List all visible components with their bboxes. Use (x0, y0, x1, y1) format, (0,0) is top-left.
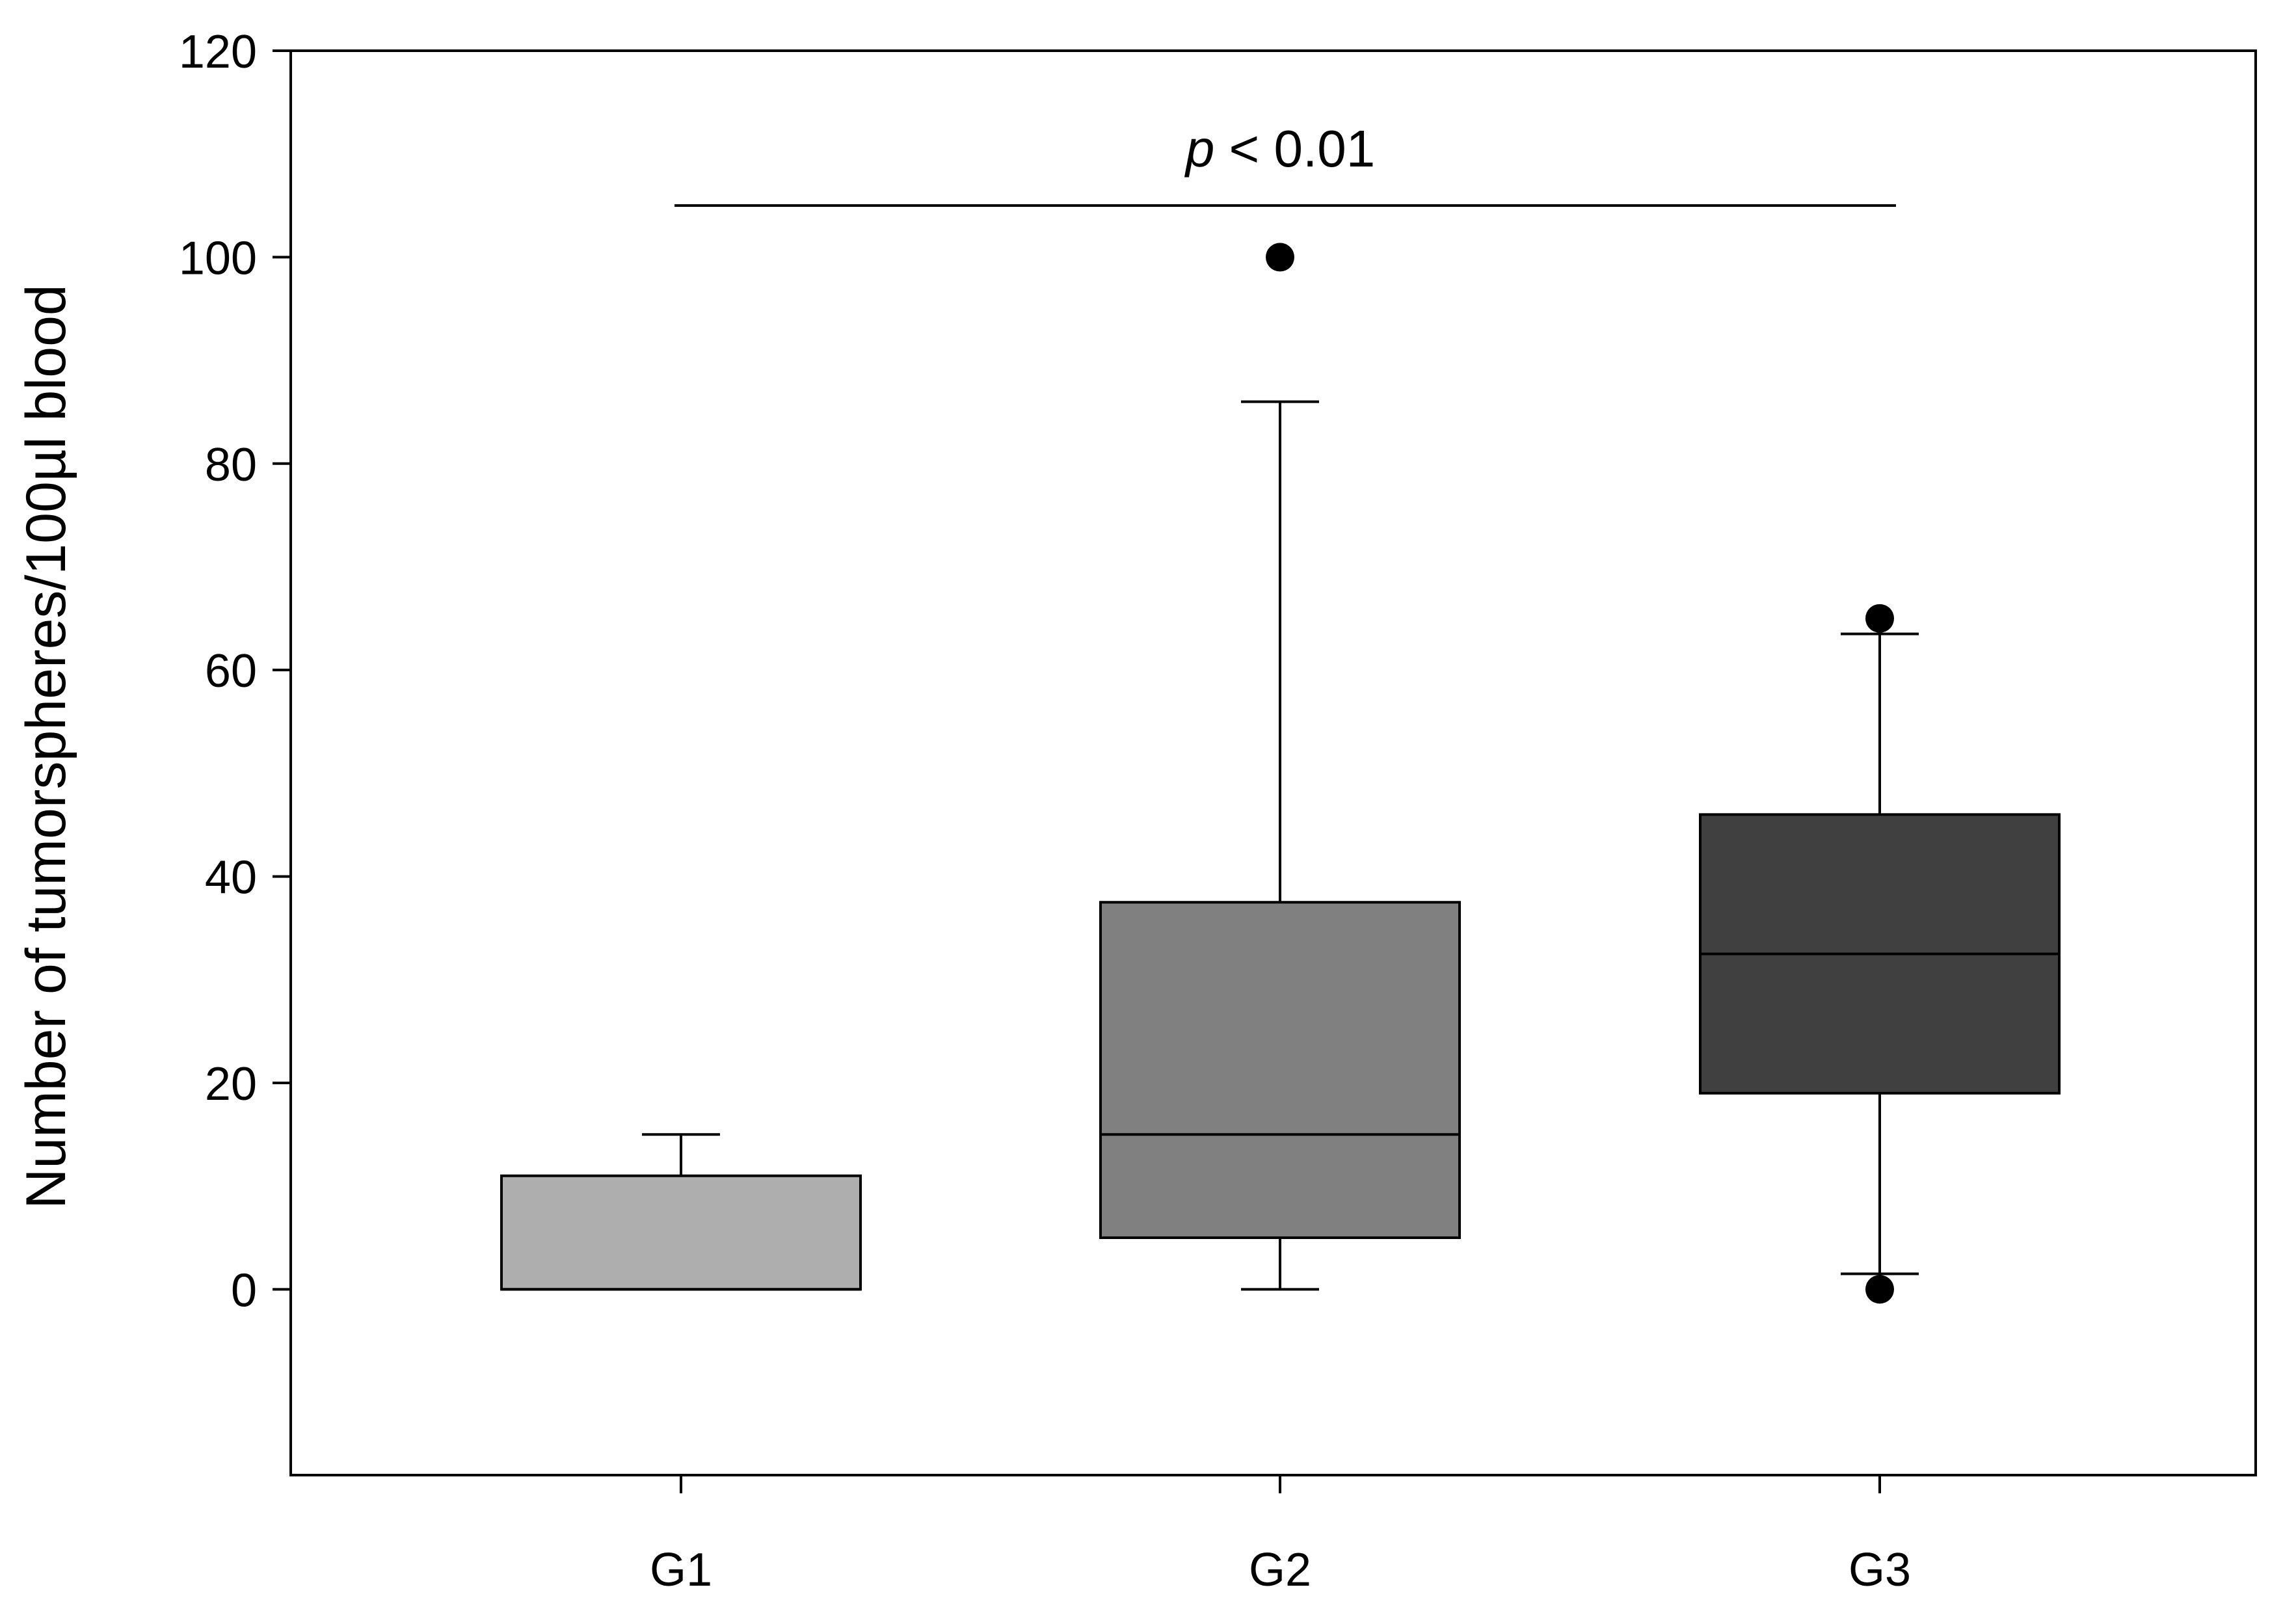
p-symbol: p (1184, 120, 1215, 178)
box-g3 (1699, 604, 2061, 1304)
x-tick-label: G1 (650, 1544, 712, 1596)
y-axis-label: Number of tumorspheres/100µl blood (15, 284, 77, 1209)
y-tick-label: 0 (231, 1264, 257, 1316)
p-value-label: p < 0.01 (1184, 120, 1375, 178)
outlier-point (1266, 243, 1294, 272)
outlier-point (1865, 1275, 1894, 1304)
box-g1 (500, 1133, 862, 1291)
x-tick-label: G2 (1249, 1544, 1311, 1596)
y-tick-label: 80 (205, 439, 257, 491)
box-body (500, 1174, 862, 1291)
plot-frame (289, 49, 2257, 1476)
annotation-layer: p < 0.01 (674, 120, 1896, 207)
box-g2 (1099, 243, 1461, 1291)
y-tick-label: 20 (205, 1058, 257, 1110)
y-tick-label: 60 (205, 645, 257, 697)
p-value-text: < 0.01 (1214, 120, 1375, 178)
outlier-point (1865, 604, 1894, 633)
x-tick-label: G3 (1849, 1544, 1911, 1596)
boxes-layer (500, 243, 2061, 1304)
box-body (1099, 901, 1461, 1239)
y-tick-label: 40 (205, 852, 257, 904)
axes-layer: 0 20 40 60 80 100 120 G1 G2 G3 (179, 26, 1911, 1596)
y-tick-label: 100 (179, 232, 257, 284)
y-tick-label: 120 (179, 26, 257, 78)
